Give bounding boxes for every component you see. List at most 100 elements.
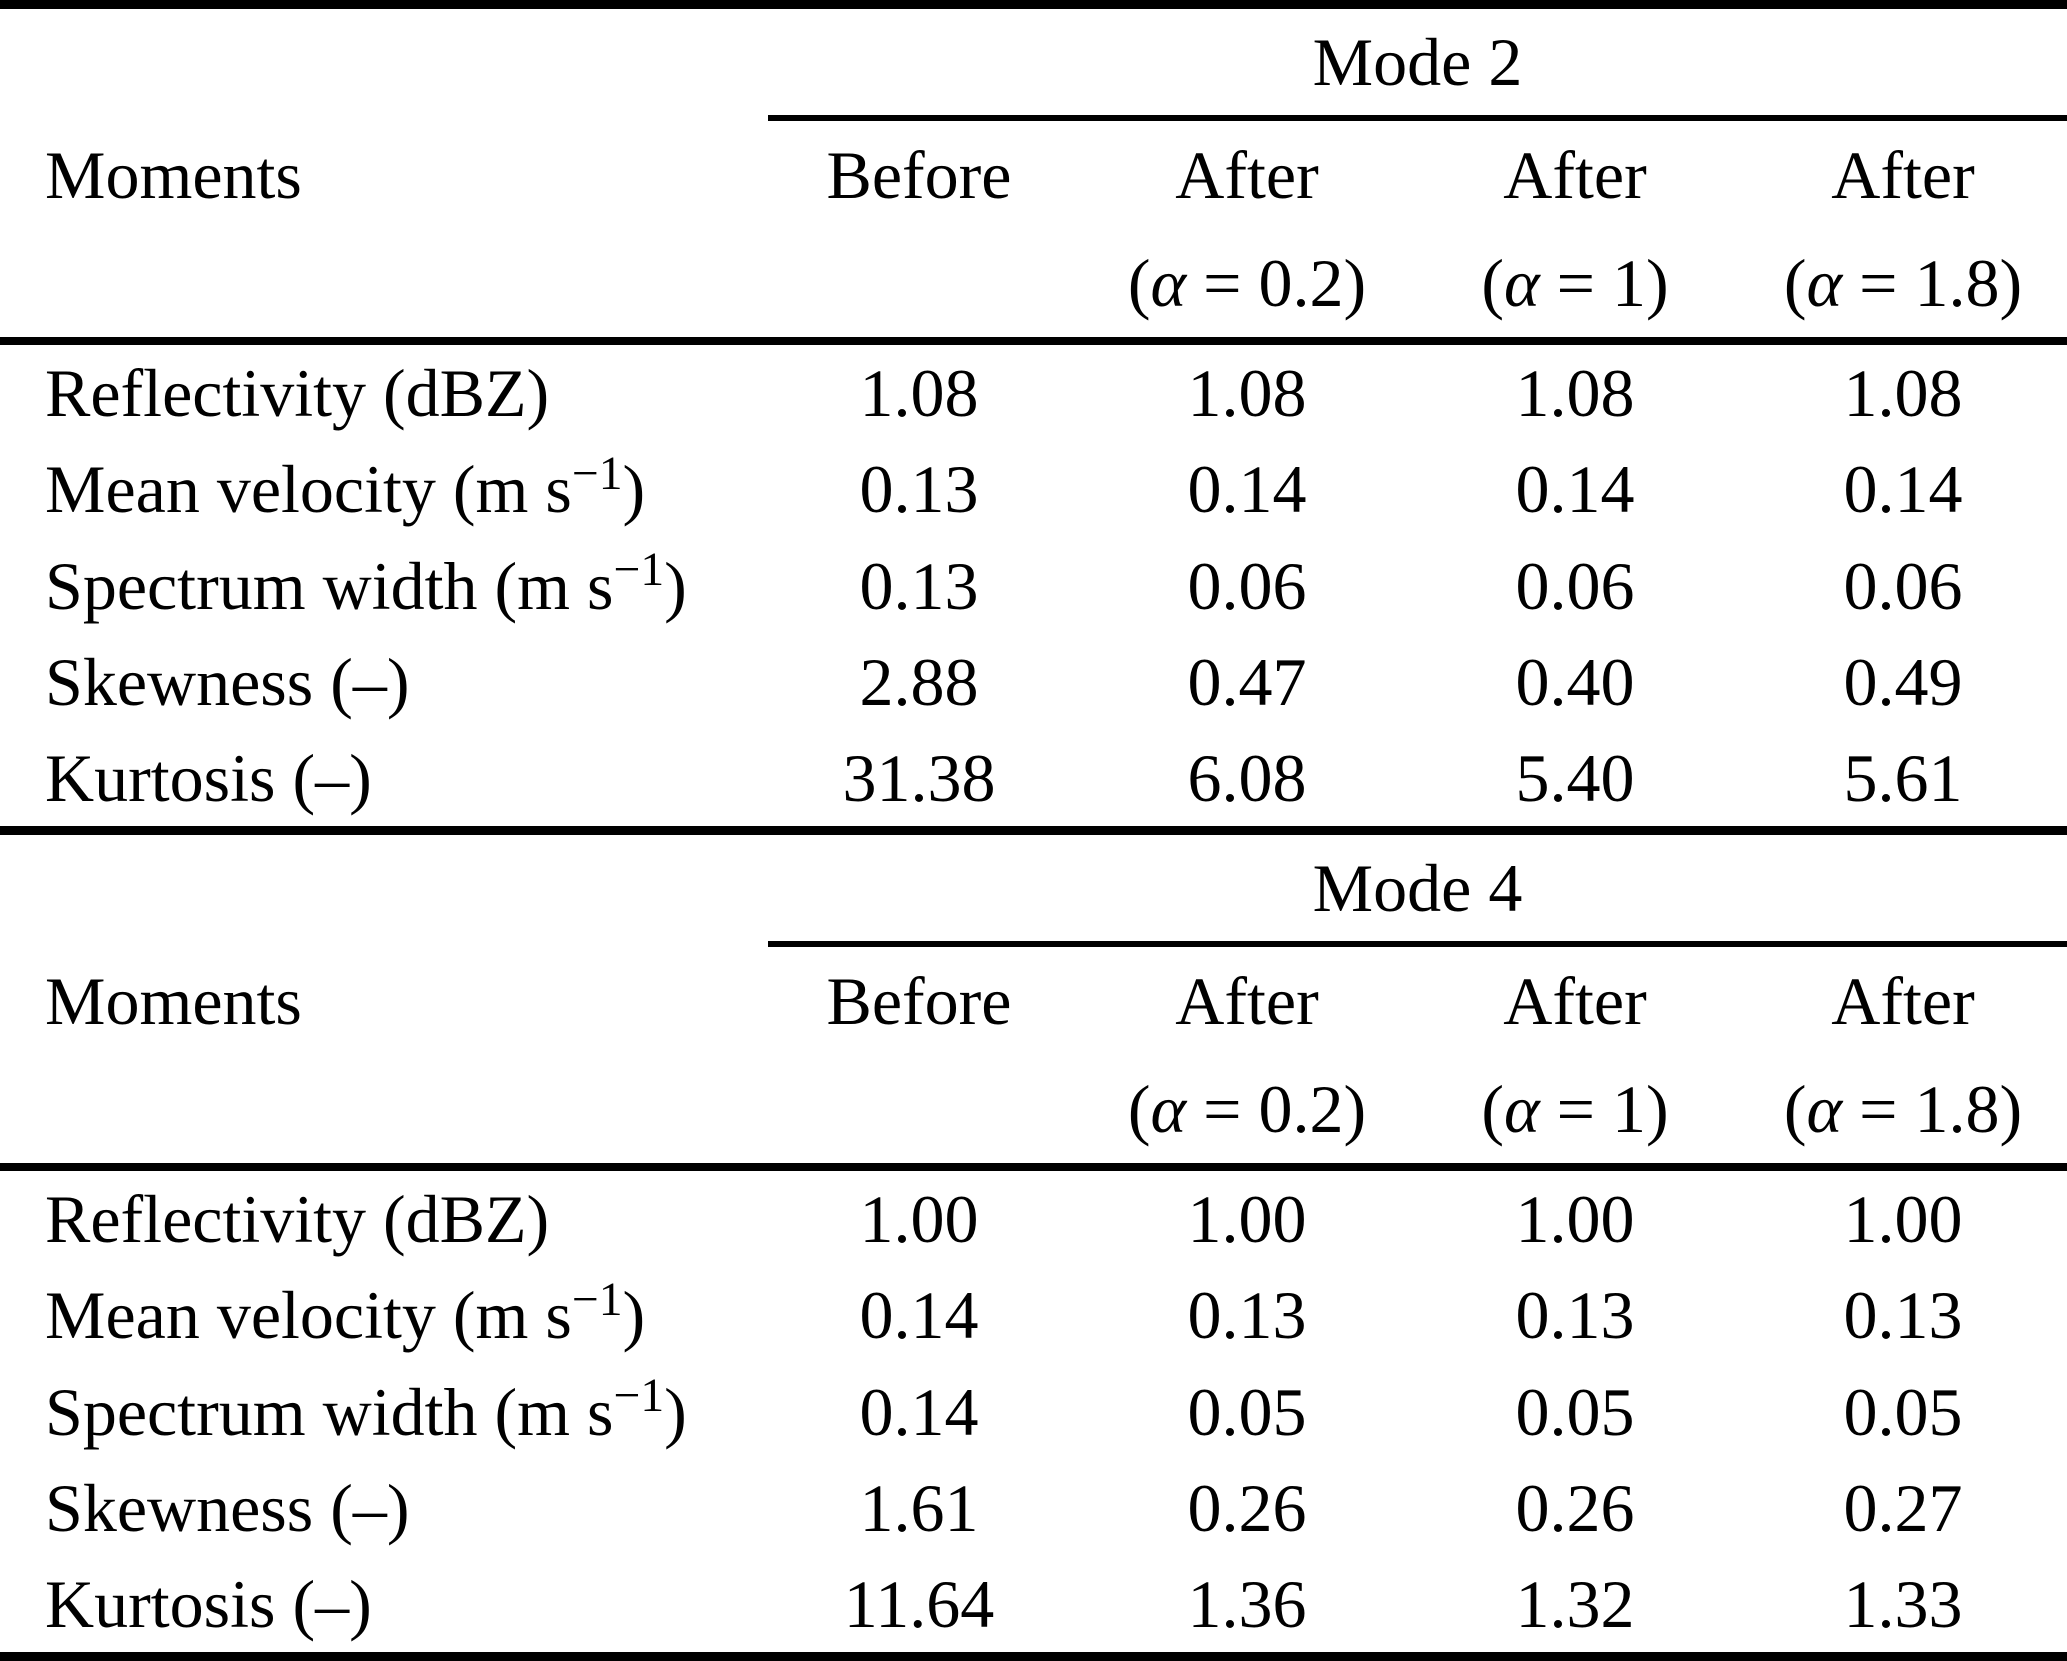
column-header-after-3: After: [1831, 963, 1975, 1039]
cell-value: 1.08: [1187, 355, 1307, 432]
row-label: Reflectivity (dBZ): [45, 1181, 550, 1258]
column-headers-mode-2: Moments Before After After After (α = 0.…: [0, 121, 2067, 337]
superscript: −1: [571, 1273, 623, 1326]
superscript: −1: [571, 447, 623, 500]
table-row-skewness: Skewness (–) 1.61 0.26 0.26 0.27: [0, 1460, 2067, 1556]
cell-value: 0.13: [859, 451, 979, 528]
column-headers-mode-4: Moments Before After After After (α = 0.…: [0, 947, 2067, 1163]
cell-value: 1.08: [859, 355, 979, 432]
group-header-band-mode-2: Mode 2: [0, 9, 2067, 121]
cell-value: 0.13: [1515, 1277, 1635, 1354]
cell-value: 0.14: [1515, 451, 1635, 528]
group-header-underline: Mode 4: [768, 835, 2067, 947]
cell-value: 1.00: [859, 1181, 979, 1258]
superscript: −1: [613, 543, 665, 596]
column-subheader-alpha-1: (α = 1): [1481, 245, 1669, 321]
cell-value: 1.08: [1515, 355, 1635, 432]
table-body-mode-4: Reflectivity (dBZ) 1.00 1.00 1.00 1.00 M…: [0, 1171, 2067, 1652]
cell-value: 1.61: [859, 1469, 979, 1546]
column-subheader-alpha-1: (α = 1): [1481, 1071, 1669, 1147]
column-header-after-3: After: [1831, 137, 1975, 213]
table-mode-4: Mode 4 Moments Before After After After …: [0, 835, 2067, 1652]
cell-value: 31.38: [842, 739, 996, 816]
cell-value: 0.14: [859, 1277, 979, 1354]
row-label: Spectrum width (m s−1): [45, 543, 687, 624]
cell-value: 1.32: [1515, 1565, 1635, 1642]
table-separator-rule: [0, 826, 2067, 835]
column-subheader-alpha-0.2: (α = 0.2): [1127, 245, 1367, 321]
group-header-spacer: [0, 9, 768, 121]
table-row-spectrum-width: Spectrum width (m s−1) 0.14 0.05 0.05 0.…: [0, 1363, 2067, 1459]
bottom-rule: [0, 1652, 2067, 1661]
row-label: Skewness (–): [45, 643, 410, 720]
cell-value: 1.00: [1843, 1181, 1963, 1258]
column-header-after-2: After: [1503, 963, 1647, 1039]
table-row-reflectivity: Reflectivity (dBZ) 1.08 1.08 1.08 1.08: [0, 345, 2067, 441]
group-header-underline: Mode 2: [768, 9, 2067, 121]
cell-value: 1.00: [1187, 1181, 1307, 1258]
cell-value: 0.05: [1843, 1373, 1963, 1450]
cell-value: 1.36: [1187, 1565, 1307, 1642]
cell-value: 0.14: [1843, 451, 1963, 528]
cell-value: 1.00: [1515, 1181, 1635, 1258]
cell-value: 0.05: [1187, 1373, 1307, 1450]
column-header-after-1: After: [1175, 137, 1319, 213]
cell-value: 0.26: [1187, 1469, 1307, 1546]
cell-value: 0.13: [859, 547, 979, 624]
column-headers-line-2: (α = 0.2) (α = 1) (α = 1.8): [0, 1055, 2067, 1163]
row-label: Reflectivity (dBZ): [45, 355, 550, 432]
row-label: Spectrum width (m s−1): [45, 1369, 687, 1450]
cell-value: 0.05: [1515, 1373, 1635, 1450]
top-rule: [0, 0, 2067, 9]
row-label: Kurtosis (–): [45, 739, 372, 816]
row-label: Skewness (–): [45, 1469, 410, 1546]
table-row-reflectivity: Reflectivity (dBZ) 1.00 1.00 1.00 1.00: [0, 1171, 2067, 1267]
cell-value: 0.27: [1843, 1469, 1963, 1546]
table-row-spectrum-width: Spectrum width (m s−1) 0.13 0.06 0.06 0.…: [0, 537, 2067, 633]
column-subheader-alpha-1.8: (α = 1.8): [1783, 245, 2023, 321]
table-row-skewness: Skewness (–) 2.88 0.47 0.40 0.49: [0, 634, 2067, 730]
group-header-band-mode-4: Mode 4: [0, 835, 2067, 947]
cell-value: 0.47: [1187, 643, 1307, 720]
group-header-label: Mode 2: [1312, 24, 1523, 100]
row-label: Kurtosis (–): [45, 1565, 372, 1642]
cell-value: 0.13: [1187, 1277, 1307, 1354]
cell-value: 0.14: [859, 1373, 979, 1450]
table-row-kurtosis: Kurtosis (–) 31.38 6.08 5.40 5.61: [0, 730, 2067, 826]
cell-value: 2.88: [859, 643, 979, 720]
table-row-mean-velocity: Mean velocity (m s−1) 0.13 0.14 0.14 0.1…: [0, 441, 2067, 537]
header-body-rule: [0, 337, 2067, 345]
column-subheader-alpha-0.2: (α = 0.2): [1127, 1071, 1367, 1147]
table-mode-2: Mode 2 Moments Before After After After …: [0, 9, 2067, 826]
moments-header: Moments: [45, 963, 302, 1039]
column-header-before: Before: [826, 137, 1012, 213]
group-header-spacer: [0, 835, 768, 947]
cell-value: 1.08: [1843, 355, 1963, 432]
cell-value: 5.61: [1843, 739, 1963, 816]
column-headers-line-1: Moments Before After After After: [0, 121, 2067, 229]
column-header-before: Before: [826, 963, 1012, 1039]
cell-value: 6.08: [1187, 739, 1307, 816]
cell-value: 0.06: [1843, 547, 1963, 624]
column-header-after-1: After: [1175, 963, 1319, 1039]
superscript: −1: [613, 1369, 665, 1422]
cell-value: 0.06: [1515, 547, 1635, 624]
column-header-after-2: After: [1503, 137, 1647, 213]
cell-value: 0.40: [1515, 643, 1635, 720]
cell-value: 11.64: [843, 1565, 995, 1642]
group-header-label: Mode 4: [1312, 850, 1523, 926]
cell-value: 0.49: [1843, 643, 1963, 720]
header-body-rule: [0, 1163, 2067, 1171]
table-body-mode-2: Reflectivity (dBZ) 1.08 1.08 1.08 1.08 M…: [0, 345, 2067, 826]
table-row-kurtosis: Kurtosis (–) 11.64 1.36 1.32 1.33: [0, 1556, 2067, 1652]
row-label: Mean velocity (m s−1): [45, 1273, 646, 1354]
cell-value: 0.13: [1843, 1277, 1963, 1354]
table-row-mean-velocity: Mean velocity (m s−1) 0.14 0.13 0.13 0.1…: [0, 1267, 2067, 1363]
cell-value: 5.40: [1515, 739, 1635, 816]
cell-value: 0.26: [1515, 1469, 1635, 1546]
column-subheader-alpha-1.8: (α = 1.8): [1783, 1071, 2023, 1147]
row-label: Mean velocity (m s−1): [45, 447, 646, 528]
cell-value: 1.33: [1843, 1565, 1963, 1642]
column-headers-line-1: Moments Before After After After: [0, 947, 2067, 1055]
